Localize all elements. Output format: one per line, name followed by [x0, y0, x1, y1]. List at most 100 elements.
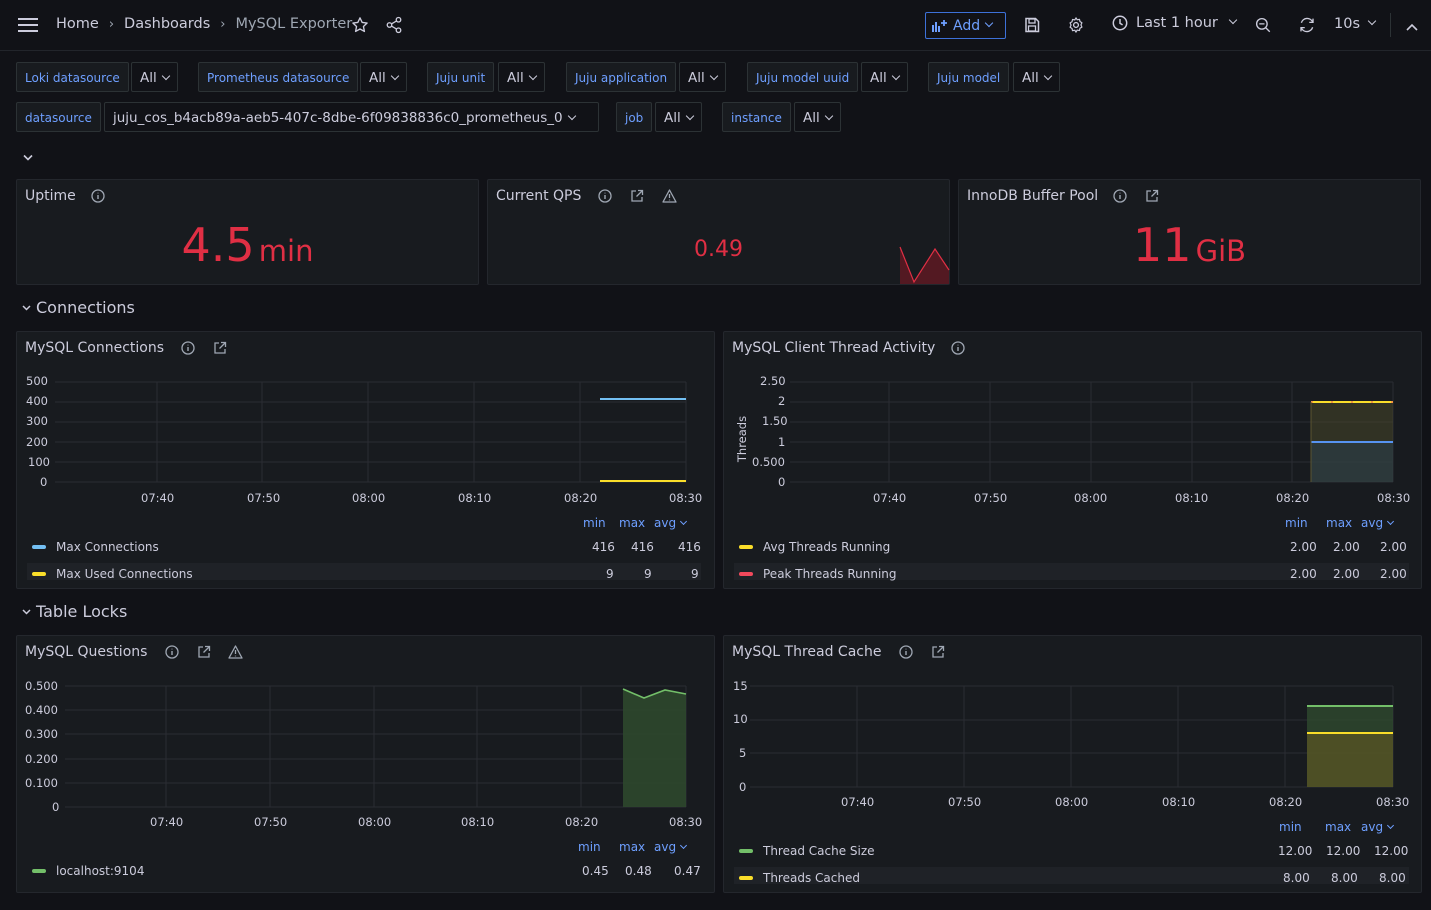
info-icon[interactable] [165, 645, 179, 663]
variable-label-juju-model-uuid: Juju model uuid [747, 62, 859, 92]
legend-header-max[interactable]: max [1325, 820, 1352, 834]
legend-item-name[interactable]: localhost:9104 [56, 864, 145, 878]
info-icon[interactable] [181, 341, 195, 359]
chevron-down-icon [680, 517, 688, 526]
legend-swatch [739, 849, 753, 853]
share-icon[interactable] [384, 15, 404, 35]
chevron-down-icon[interactable] [23, 150, 33, 165]
variable-select-prometheus-datasource[interactable]: All [360, 62, 407, 92]
zoom-out-icon[interactable] [1253, 15, 1273, 35]
refresh-interval-label: 10s [1334, 16, 1361, 32]
refresh-interval-picker[interactable]: 10s [1334, 16, 1377, 32]
add-button-label: Add [953, 17, 981, 34]
row-toggle-connections[interactable]: Connections [22, 298, 135, 317]
save-icon[interactable] [1022, 15, 1042, 35]
panel-mysql-thread-cache: MySQL Thread Cache [723, 635, 1422, 893]
y-tick: 500 [26, 374, 48, 388]
legend-item-name[interactable]: Threads Cached [763, 871, 860, 885]
legend-header-max[interactable]: max [619, 516, 646, 530]
warning-icon[interactable] [662, 189, 677, 207]
variable-label-prometheus-datasource: Prometheus datasource [198, 62, 359, 92]
legend-header-avg-label: avg [654, 516, 677, 530]
variable-select-juju-model[interactable]: All [1013, 62, 1060, 92]
legend-header-max[interactable]: max [619, 840, 646, 854]
refresh-icon[interactable] [1297, 15, 1317, 35]
panel-innodb-buffer-pool: InnoDB Buffer Pool 11 GiB [958, 179, 1421, 285]
breadcrumb-home[interactable]: Home [56, 16, 99, 32]
external-link-icon[interactable] [1145, 189, 1159, 207]
gear-icon[interactable] [1066, 15, 1086, 35]
warning-icon[interactable] [228, 645, 243, 663]
star-icon[interactable] [350, 15, 370, 35]
info-icon[interactable] [598, 189, 612, 207]
legend-header-max[interactable]: max [1326, 516, 1353, 530]
series-localhost-9104 [622, 688, 687, 699]
variable-select-juju-model-uuid[interactable]: All [861, 62, 908, 92]
add-button[interactable]: Add [925, 12, 1006, 39]
time-range-picker[interactable]: Last 1 hour [1112, 15, 1238, 31]
legend-item-min: 416 [592, 540, 615, 554]
legend-item-max: 2.00 [1333, 567, 1360, 581]
chevron-up-icon[interactable] [1402, 17, 1422, 37]
external-link-icon[interactable] [197, 645, 211, 663]
legend-header-min[interactable]: min [1285, 516, 1308, 530]
legend-header-avg[interactable]: avg [654, 840, 688, 854]
legend-item-name[interactable]: Thread Cache Size [763, 844, 875, 858]
chevron-right-icon: › [220, 16, 226, 32]
breadcrumb-dashboards[interactable]: Dashboards [124, 16, 211, 32]
x-tick: 08:20 [1276, 491, 1310, 505]
legend-item-name[interactable]: Peak Threads Running [763, 567, 897, 581]
legend-header-avg-label: avg [1361, 820, 1384, 834]
external-link-icon[interactable] [213, 341, 227, 359]
threads-plot [790, 381, 1394, 483]
x-tick: 08:30 [1376, 795, 1410, 809]
variable-select-job[interactable]: All [655, 102, 702, 132]
legend-item-name[interactable]: Max Used Connections [56, 567, 193, 581]
variable-select-juju-unit[interactable]: All [498, 62, 545, 92]
variable-select-instance[interactable]: All [794, 102, 841, 132]
variable-select-juju-application[interactable]: All [679, 62, 726, 92]
variable-value: All [688, 70, 705, 86]
chevron-down-icon [984, 18, 994, 27]
variable-select-datasource[interactable]: juju_cos_b4acb89a-aeb5-407c-8dbe-6f09838… [104, 102, 599, 132]
legend-header-avg[interactable]: avg [1361, 820, 1395, 834]
stat-unit: min [258, 234, 314, 268]
external-link-icon[interactable] [931, 645, 945, 663]
stat-number: 11 [1132, 218, 1192, 272]
legend-swatch [32, 545, 46, 549]
chevron-down-icon [1387, 517, 1395, 526]
legend-item-name[interactable]: Avg Threads Running [763, 540, 891, 554]
info-icon[interactable] [91, 189, 105, 207]
chevron-down-icon [685, 111, 694, 121]
variable-select-loki-datasource[interactable]: All [131, 62, 178, 92]
x-tick: 07:50 [254, 815, 288, 829]
row-toggle-table-locks[interactable]: Table Locks [22, 602, 127, 621]
y-tick: 0 [739, 780, 747, 794]
chevron-down-icon [1367, 16, 1377, 26]
legend-header-min[interactable]: min [578, 840, 601, 854]
info-icon[interactable] [899, 645, 913, 663]
legend-header-avg[interactable]: avg [1361, 516, 1395, 530]
info-icon[interactable] [1113, 189, 1127, 207]
toolbar-divider [1390, 13, 1391, 37]
thread-cache-plot [750, 685, 1394, 788]
legend-header-min[interactable]: min [1279, 820, 1302, 834]
qps-sparkline [899, 246, 950, 284]
legend-header-min[interactable]: min [583, 516, 606, 530]
x-tick: 07:50 [948, 795, 982, 809]
variable-label-juju-unit: Juju unit [427, 62, 495, 92]
clock-icon [1112, 15, 1128, 31]
chevron-right-icon: › [108, 16, 115, 32]
y-tick: 0.100 [25, 776, 58, 790]
legend-item-name[interactable]: Max Connections [56, 540, 159, 554]
stat-unit: GiB [1195, 234, 1247, 268]
add-panel-icon [932, 19, 947, 32]
breadcrumb-current: MySQL Exporter [235, 16, 353, 32]
menu-icon[interactable] [18, 15, 38, 35]
external-link-icon[interactable] [630, 189, 644, 207]
info-icon[interactable] [951, 341, 965, 359]
legend-header-avg[interactable]: avg [654, 516, 688, 530]
x-tick: 08:00 [358, 815, 392, 829]
row-title: Table Locks [36, 602, 128, 621]
stat-number: 4.5 [181, 218, 255, 272]
